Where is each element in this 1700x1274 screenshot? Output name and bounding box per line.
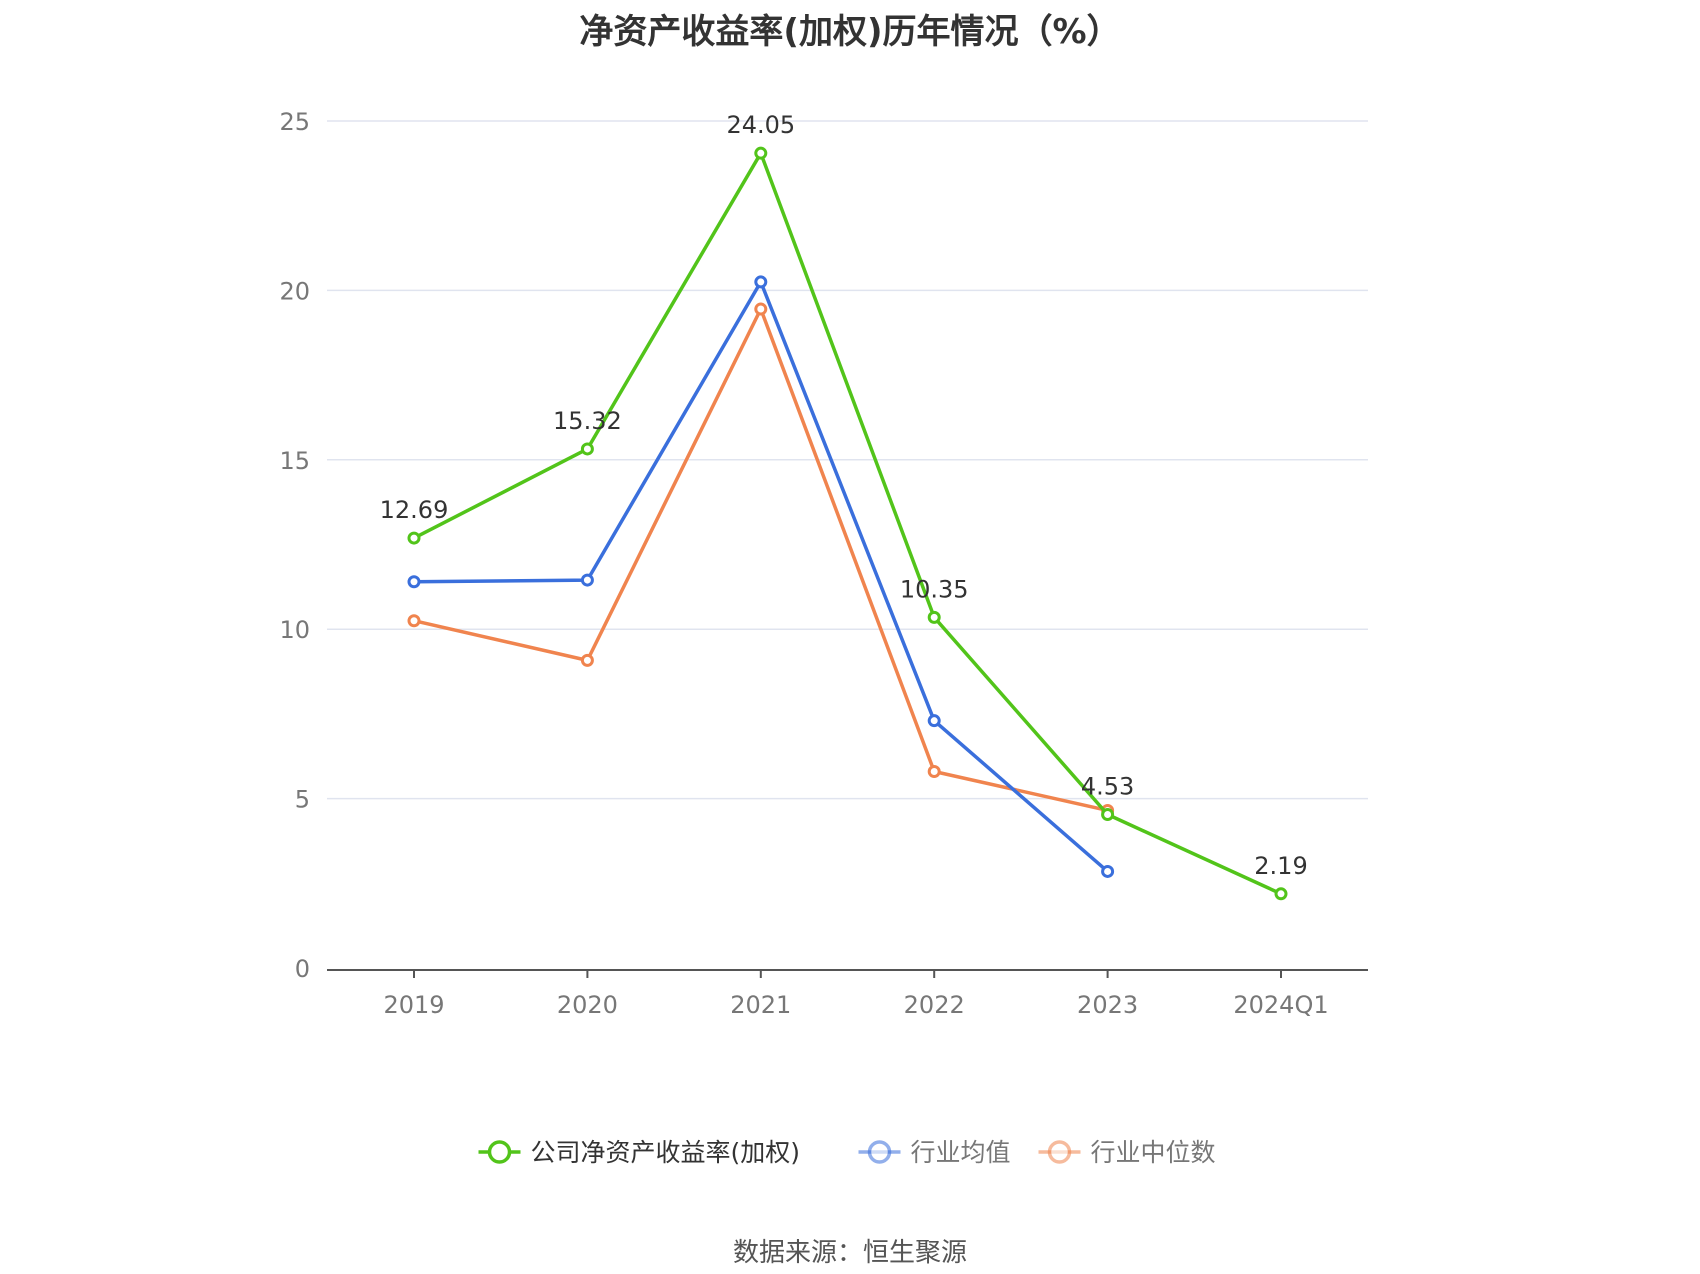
y-tick-label: 25 <box>279 108 310 136</box>
data-point <box>927 610 941 624</box>
source-note: 数据来源：恒生聚源 <box>732 1238 967 1268</box>
data-point <box>1101 864 1115 878</box>
legend-label: 行业均值 <box>911 1138 1011 1167</box>
data-label: 24.05 <box>726 111 795 139</box>
x-tick-label: 2019 <box>383 991 444 1019</box>
y-tick-label: 10 <box>279 616 310 644</box>
data-point <box>580 442 594 456</box>
data-point <box>407 614 421 628</box>
data-point <box>927 764 941 778</box>
data-label: 15.32 <box>553 407 622 435</box>
legend-marker <box>1047 1140 1072 1164</box>
data-point <box>754 302 768 316</box>
data-point <box>754 275 768 289</box>
legend-label: 行业中位数 <box>1091 1138 1216 1167</box>
data-point <box>580 573 594 587</box>
y-tick-label: 0 <box>295 955 310 983</box>
x-tick-label: 2022 <box>904 991 965 1019</box>
chart-title: 净资产收益率(加权)历年情况（%） <box>579 12 1121 52</box>
x-tick-label: 2023 <box>1077 991 1138 1019</box>
series-line <box>413 280 1109 873</box>
data-point <box>580 653 594 667</box>
legend-marker <box>867 1140 892 1164</box>
data-point <box>1274 887 1288 901</box>
y-tick-label: 5 <box>295 786 310 814</box>
y-tick-label: 20 <box>279 277 310 305</box>
data-label: 4.53 <box>1081 773 1134 801</box>
data-point <box>754 146 768 160</box>
data-point <box>1101 808 1115 822</box>
data-point <box>407 575 421 589</box>
x-tick-label: 2021 <box>730 991 791 1019</box>
series-line <box>413 151 1282 896</box>
data-label: 2.19 <box>1254 852 1307 880</box>
x-tick-label: 2020 <box>557 991 618 1019</box>
legend-label: 公司净资产收益率(加权) <box>531 1138 801 1167</box>
legend-marker <box>487 1140 512 1164</box>
x-tick-label: 2024Q1 <box>1233 991 1328 1019</box>
series-line <box>413 307 1108 813</box>
data-point <box>927 714 941 728</box>
data-label: 12.69 <box>380 496 449 524</box>
y-tick-label: 15 <box>279 447 310 475</box>
data-label: 10.35 <box>900 575 969 603</box>
data-point <box>407 531 421 545</box>
